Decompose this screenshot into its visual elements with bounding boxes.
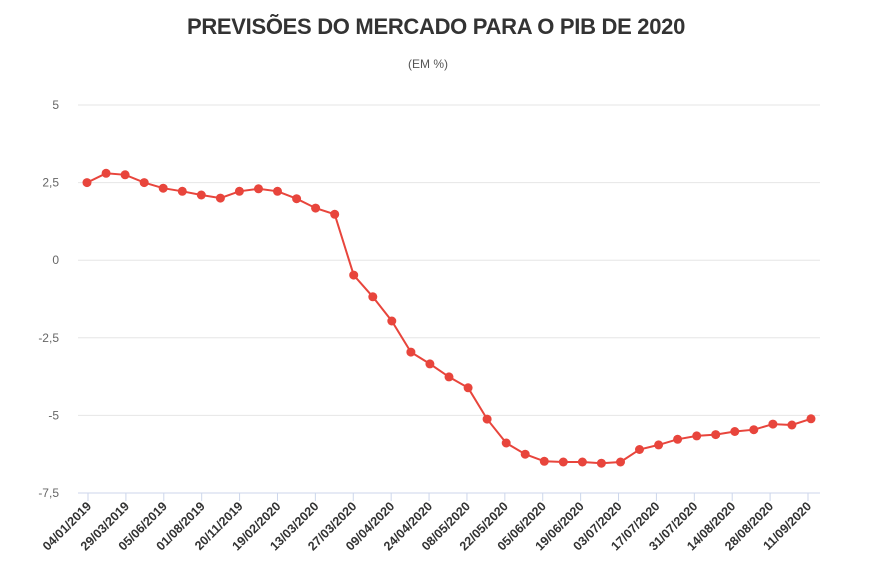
data-point[interactable] [635,445,644,454]
data-point[interactable] [368,292,378,302]
data-point[interactable] [349,270,359,280]
data-point[interactable] [273,186,282,196]
data-point[interactable] [425,359,435,369]
data-point[interactable] [215,193,225,203]
data-point[interactable] [616,457,625,467]
data-point[interactable] [444,372,454,382]
data-point[interactable] [654,440,664,450]
y-tick-label: -5 [48,408,59,422]
data-point[interactable] [577,457,587,467]
data-point[interactable] [82,178,92,188]
data-point[interactable] [596,458,606,468]
data-point[interactable] [692,431,702,441]
data-point[interactable] [234,186,244,196]
data-point[interactable] [749,425,759,435]
y-tick-label: 0 [52,253,59,267]
data-point[interactable] [482,414,492,424]
y-tick-label: 5 [52,98,59,112]
data-point[interactable] [311,203,321,213]
y-axis-ticks: 5 2,5 0 -2,5 -5 -7,5 [38,98,59,500]
data-point[interactable] [463,383,473,393]
x-axis-ticks: 04/01/201929/03/201905/06/201901/08/2019… [40,493,814,553]
data-point[interactable] [120,170,130,180]
y-tick-label: -2,5 [38,331,59,345]
data-point[interactable] [768,419,778,429]
y-tick-label: 2,5 [42,176,59,190]
data-point[interactable] [177,186,187,196]
data-point[interactable] [730,427,740,436]
y-tick-label: -7,5 [38,486,59,500]
data-point[interactable] [158,183,168,193]
data-point[interactable] [787,420,797,430]
data-point[interactable] [406,347,416,357]
data-point[interactable] [101,168,111,178]
data-point[interactable] [196,190,206,200]
series-line [86,172,812,465]
series-points [82,168,816,468]
chart-title: PREVISÕES DO MERCADO PARA O PIB DE 2020 [186,14,686,39]
data-point[interactable] [711,430,721,440]
data-point[interactable] [539,456,549,466]
data-point[interactable] [673,434,683,444]
data-point[interactable] [292,194,302,204]
data-point[interactable] [501,438,511,448]
data-point[interactable] [330,209,340,219]
data-point[interactable] [387,316,397,326]
data-point[interactable] [139,178,149,188]
gridlines [78,104,820,416]
chart-subtitle: (EM %) [408,57,448,71]
data-point[interactable] [254,184,263,194]
data-point[interactable] [558,457,568,467]
data-point[interactable] [806,414,816,424]
data-point[interactable] [520,449,530,459]
